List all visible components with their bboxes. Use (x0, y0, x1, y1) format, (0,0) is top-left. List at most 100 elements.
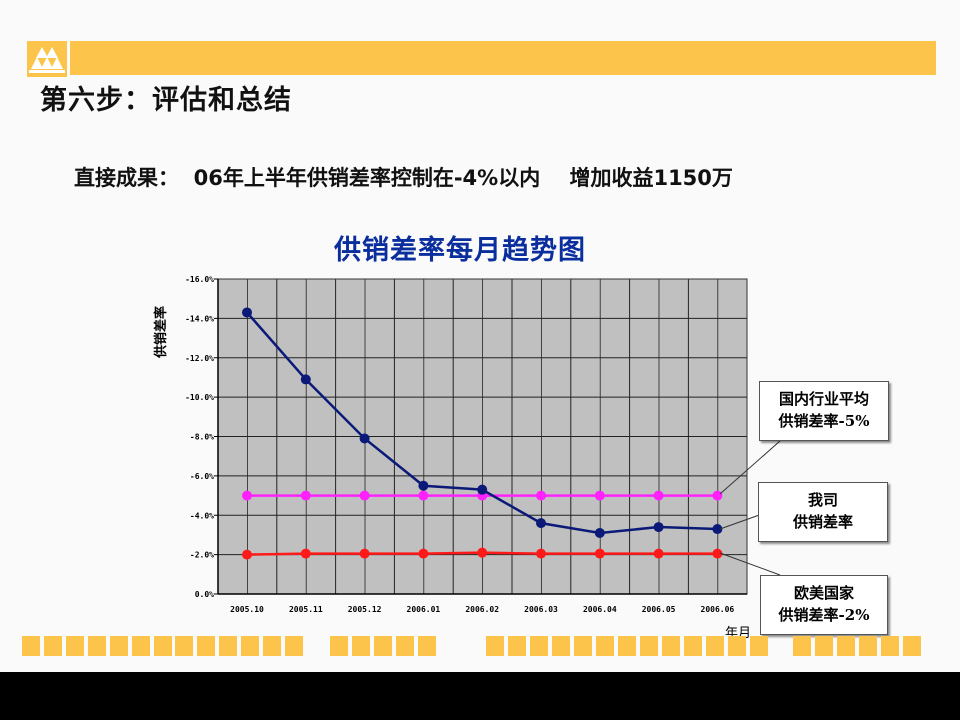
x-tick-label: 2005.10 (230, 605, 264, 614)
x-tick-label: 2006.01 (407, 605, 441, 614)
pointer-ours (719, 512, 766, 530)
data-point (712, 548, 723, 559)
series-layer (242, 307, 723, 560)
series-0 (242, 307, 723, 538)
logo-icon (27, 41, 67, 77)
footer-square (22, 636, 40, 656)
data-point (359, 433, 370, 444)
data-point (653, 490, 664, 501)
data-point (594, 527, 605, 538)
footer-square (66, 636, 84, 656)
footer-square (418, 636, 436, 656)
footer-square (618, 636, 636, 656)
x-tick-label: 2006.04 (583, 605, 617, 614)
trend-chart: 0.0% -2.0% -4.0% -6.0% -8.0% -10.0% -12.0% -14.… (153, 275, 781, 641)
header-band (70, 41, 936, 75)
data-point (418, 490, 429, 501)
footer-square (793, 636, 811, 656)
footer-square (728, 636, 746, 656)
footer-square (706, 636, 724, 656)
callout-euro-america: 欧美国家 供销差率-2% (760, 575, 888, 635)
footer-square (88, 636, 106, 656)
callout-euro-line1: 欧美国家 (793, 584, 854, 602)
footer-square (330, 636, 348, 656)
footer-square (640, 636, 658, 656)
y-tick-label: -6.0% (190, 472, 214, 481)
data-point (300, 374, 311, 385)
y-axis-ticks: 0.0% -2.0% -4.0% -6.0% -8.0% -10.0% -12.0% -14.… (185, 275, 218, 599)
footer-square (508, 636, 526, 656)
data-point (536, 548, 546, 559)
series-2 (242, 547, 723, 560)
footer-square (263, 636, 281, 656)
page-title: 第六步：评估和总结 (40, 85, 292, 116)
footer-square (396, 636, 414, 656)
data-point (242, 307, 252, 318)
data-point (359, 490, 370, 501)
footer-square (881, 636, 899, 656)
footer-square (154, 636, 172, 656)
callout-our-company: 我司 供销差率 (758, 482, 888, 542)
y-tick-label: -12.0% (185, 354, 214, 363)
y-tick-label: -10.0% (185, 393, 214, 402)
data-point (594, 548, 605, 559)
footer-square (219, 636, 237, 656)
callout-domestic-average: 国内行业平均 供销差率-5% (759, 381, 889, 441)
footer-square (750, 636, 768, 656)
x-axis-ticks: 2005.10 2005.11 2005.12 2006.01 2006.02 2006.… (230, 605, 734, 614)
footer-square (837, 636, 855, 656)
callout-euro-line2: 供销差率-2% (778, 606, 870, 624)
footer-square (596, 636, 614, 656)
pointer-domestic (719, 440, 781, 495)
callout-pointers (719, 440, 781, 576)
data-point (536, 490, 546, 501)
data-point (477, 547, 488, 558)
callout-domestic-line1: 国内行业平均 (778, 390, 869, 408)
slide: 第六步：评估和总结 直接成果： 06年上半年供销差率控制在-4%以内 增加收益1… (0, 41, 960, 656)
footer-square (44, 636, 62, 656)
x-tick-label: 2005.11 (289, 605, 323, 614)
callout-ours-line1: 我司 (807, 491, 838, 509)
pointer-euro (719, 552, 781, 576)
data-point (418, 548, 429, 559)
data-point (300, 490, 311, 501)
footer-square (815, 636, 833, 656)
result-summary: 直接成果： 06年上半年供销差率控制在-4%以内 增加收益1150万 (74, 166, 733, 190)
x-tick-label: 2005.12 (348, 605, 382, 614)
footer-square (552, 636, 570, 656)
y-axis-label: 供销差率 (153, 306, 169, 359)
y-tick-label: -14.0% (185, 314, 214, 323)
x-tick-label: 2006.02 (465, 605, 499, 614)
data-point (359, 548, 370, 559)
data-point (712, 490, 723, 501)
data-point (653, 548, 664, 559)
data-point (536, 518, 546, 529)
x-tick-label: 2006.05 (642, 605, 676, 614)
callout-ours-line2: 供销差率 (792, 513, 853, 531)
y-tick-label: -4.0% (190, 511, 214, 520)
y-tick-label: -16.0% (185, 275, 214, 284)
footer-square (486, 636, 504, 656)
data-point (300, 548, 311, 559)
series-1 (242, 490, 723, 501)
y-tick-label: -2.0% (190, 551, 214, 560)
footer-square (352, 636, 370, 656)
data-point (242, 549, 252, 560)
footer-decoration (0, 636, 960, 656)
data-point (477, 484, 488, 495)
footer-square (175, 636, 193, 656)
footer-square (110, 636, 128, 656)
callout-domestic-line2: 供销差率-5% (778, 412, 870, 430)
bottom-bar (0, 672, 960, 720)
y-tick-label: 0.0% (195, 590, 214, 599)
footer-square (903, 636, 921, 656)
footer-square (374, 636, 392, 656)
footer-square (574, 636, 592, 656)
footer-square (132, 636, 150, 656)
x-tick-label: 2006.06 (701, 605, 735, 614)
footer-square (684, 636, 702, 656)
chart-title: 供销差率每月趋势图 (334, 235, 586, 266)
data-point (418, 480, 429, 491)
data-point (594, 490, 605, 501)
footer-square (859, 636, 877, 656)
